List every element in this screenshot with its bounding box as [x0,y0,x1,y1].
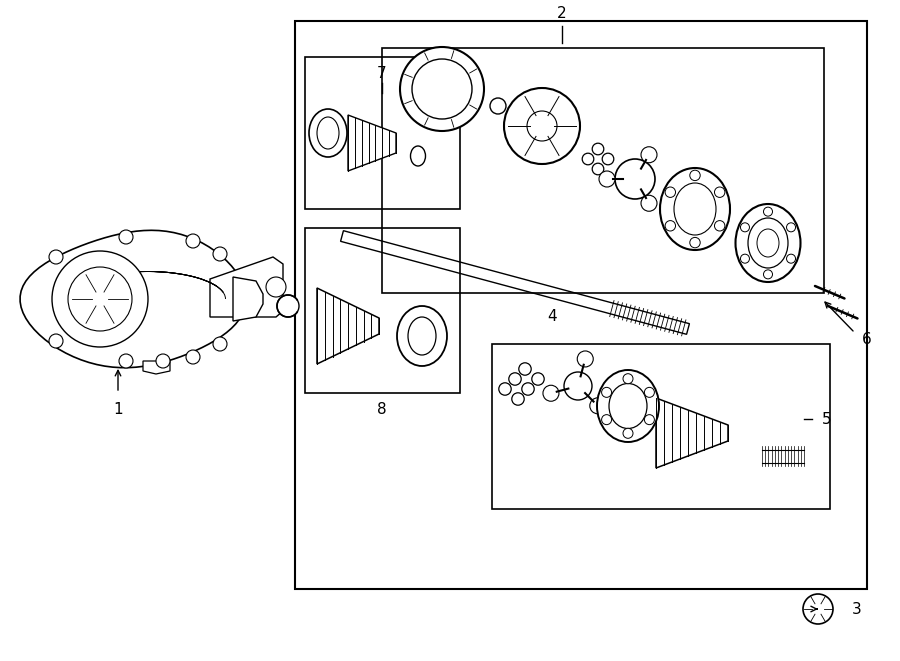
Text: 1: 1 [113,401,122,416]
Circle shape [592,143,604,155]
Circle shape [665,187,676,198]
Ellipse shape [660,168,730,250]
Circle shape [623,373,633,383]
Circle shape [644,414,654,424]
Circle shape [119,230,133,244]
Circle shape [543,385,559,401]
Circle shape [623,428,633,438]
Ellipse shape [674,183,716,235]
Polygon shape [210,257,283,317]
Circle shape [644,387,654,397]
Circle shape [803,594,833,624]
Polygon shape [340,231,689,334]
Ellipse shape [597,370,659,442]
Circle shape [266,277,286,297]
Polygon shape [20,230,246,368]
Bar [295,21,867,589]
Bar [382,48,824,293]
Circle shape [577,351,593,367]
Ellipse shape [609,383,647,428]
Polygon shape [233,277,263,321]
Circle shape [665,221,676,231]
Polygon shape [317,288,379,364]
Circle shape [741,254,750,263]
Circle shape [532,373,544,385]
Ellipse shape [408,317,436,355]
Circle shape [518,363,531,375]
Ellipse shape [410,146,426,166]
Circle shape [52,251,148,347]
Circle shape [689,170,700,180]
Circle shape [564,372,592,400]
Text: 6: 6 [862,332,872,346]
Circle shape [602,153,614,165]
Circle shape [601,414,612,424]
Ellipse shape [397,306,447,366]
Text: 4: 4 [547,309,557,323]
Polygon shape [143,361,170,374]
Circle shape [592,163,604,175]
Circle shape [527,111,557,141]
Circle shape [641,147,657,163]
Circle shape [277,295,299,317]
Bar [305,57,460,209]
Polygon shape [348,115,396,171]
Bar [492,344,830,509]
Text: 3: 3 [852,602,862,617]
Circle shape [641,195,657,212]
Circle shape [763,270,772,279]
Ellipse shape [748,218,788,268]
Circle shape [715,221,724,231]
Polygon shape [656,398,728,468]
Circle shape [490,98,506,114]
Circle shape [512,393,524,405]
Text: 8: 8 [377,401,387,416]
Circle shape [49,334,63,348]
Circle shape [400,47,484,131]
Circle shape [689,237,700,248]
Circle shape [522,383,535,395]
Circle shape [787,223,796,232]
Circle shape [601,387,612,397]
Circle shape [763,207,772,216]
Circle shape [741,223,750,232]
Circle shape [186,350,200,364]
Ellipse shape [735,204,800,282]
Ellipse shape [309,109,347,157]
Circle shape [599,171,615,187]
Circle shape [412,59,472,119]
Circle shape [213,337,227,351]
Circle shape [156,354,170,368]
Circle shape [590,398,606,414]
Text: 2: 2 [557,5,567,20]
Circle shape [49,250,63,264]
Ellipse shape [317,117,339,149]
Circle shape [582,153,594,165]
Circle shape [504,88,580,164]
Text: 7: 7 [377,65,387,81]
Circle shape [615,159,655,199]
Ellipse shape [757,229,779,257]
Circle shape [213,247,227,261]
Circle shape [787,254,796,263]
Text: 5: 5 [822,412,832,426]
Circle shape [186,234,200,248]
Bar [305,228,460,393]
Circle shape [119,354,133,368]
Circle shape [715,187,724,198]
Circle shape [499,383,511,395]
Circle shape [508,373,521,385]
